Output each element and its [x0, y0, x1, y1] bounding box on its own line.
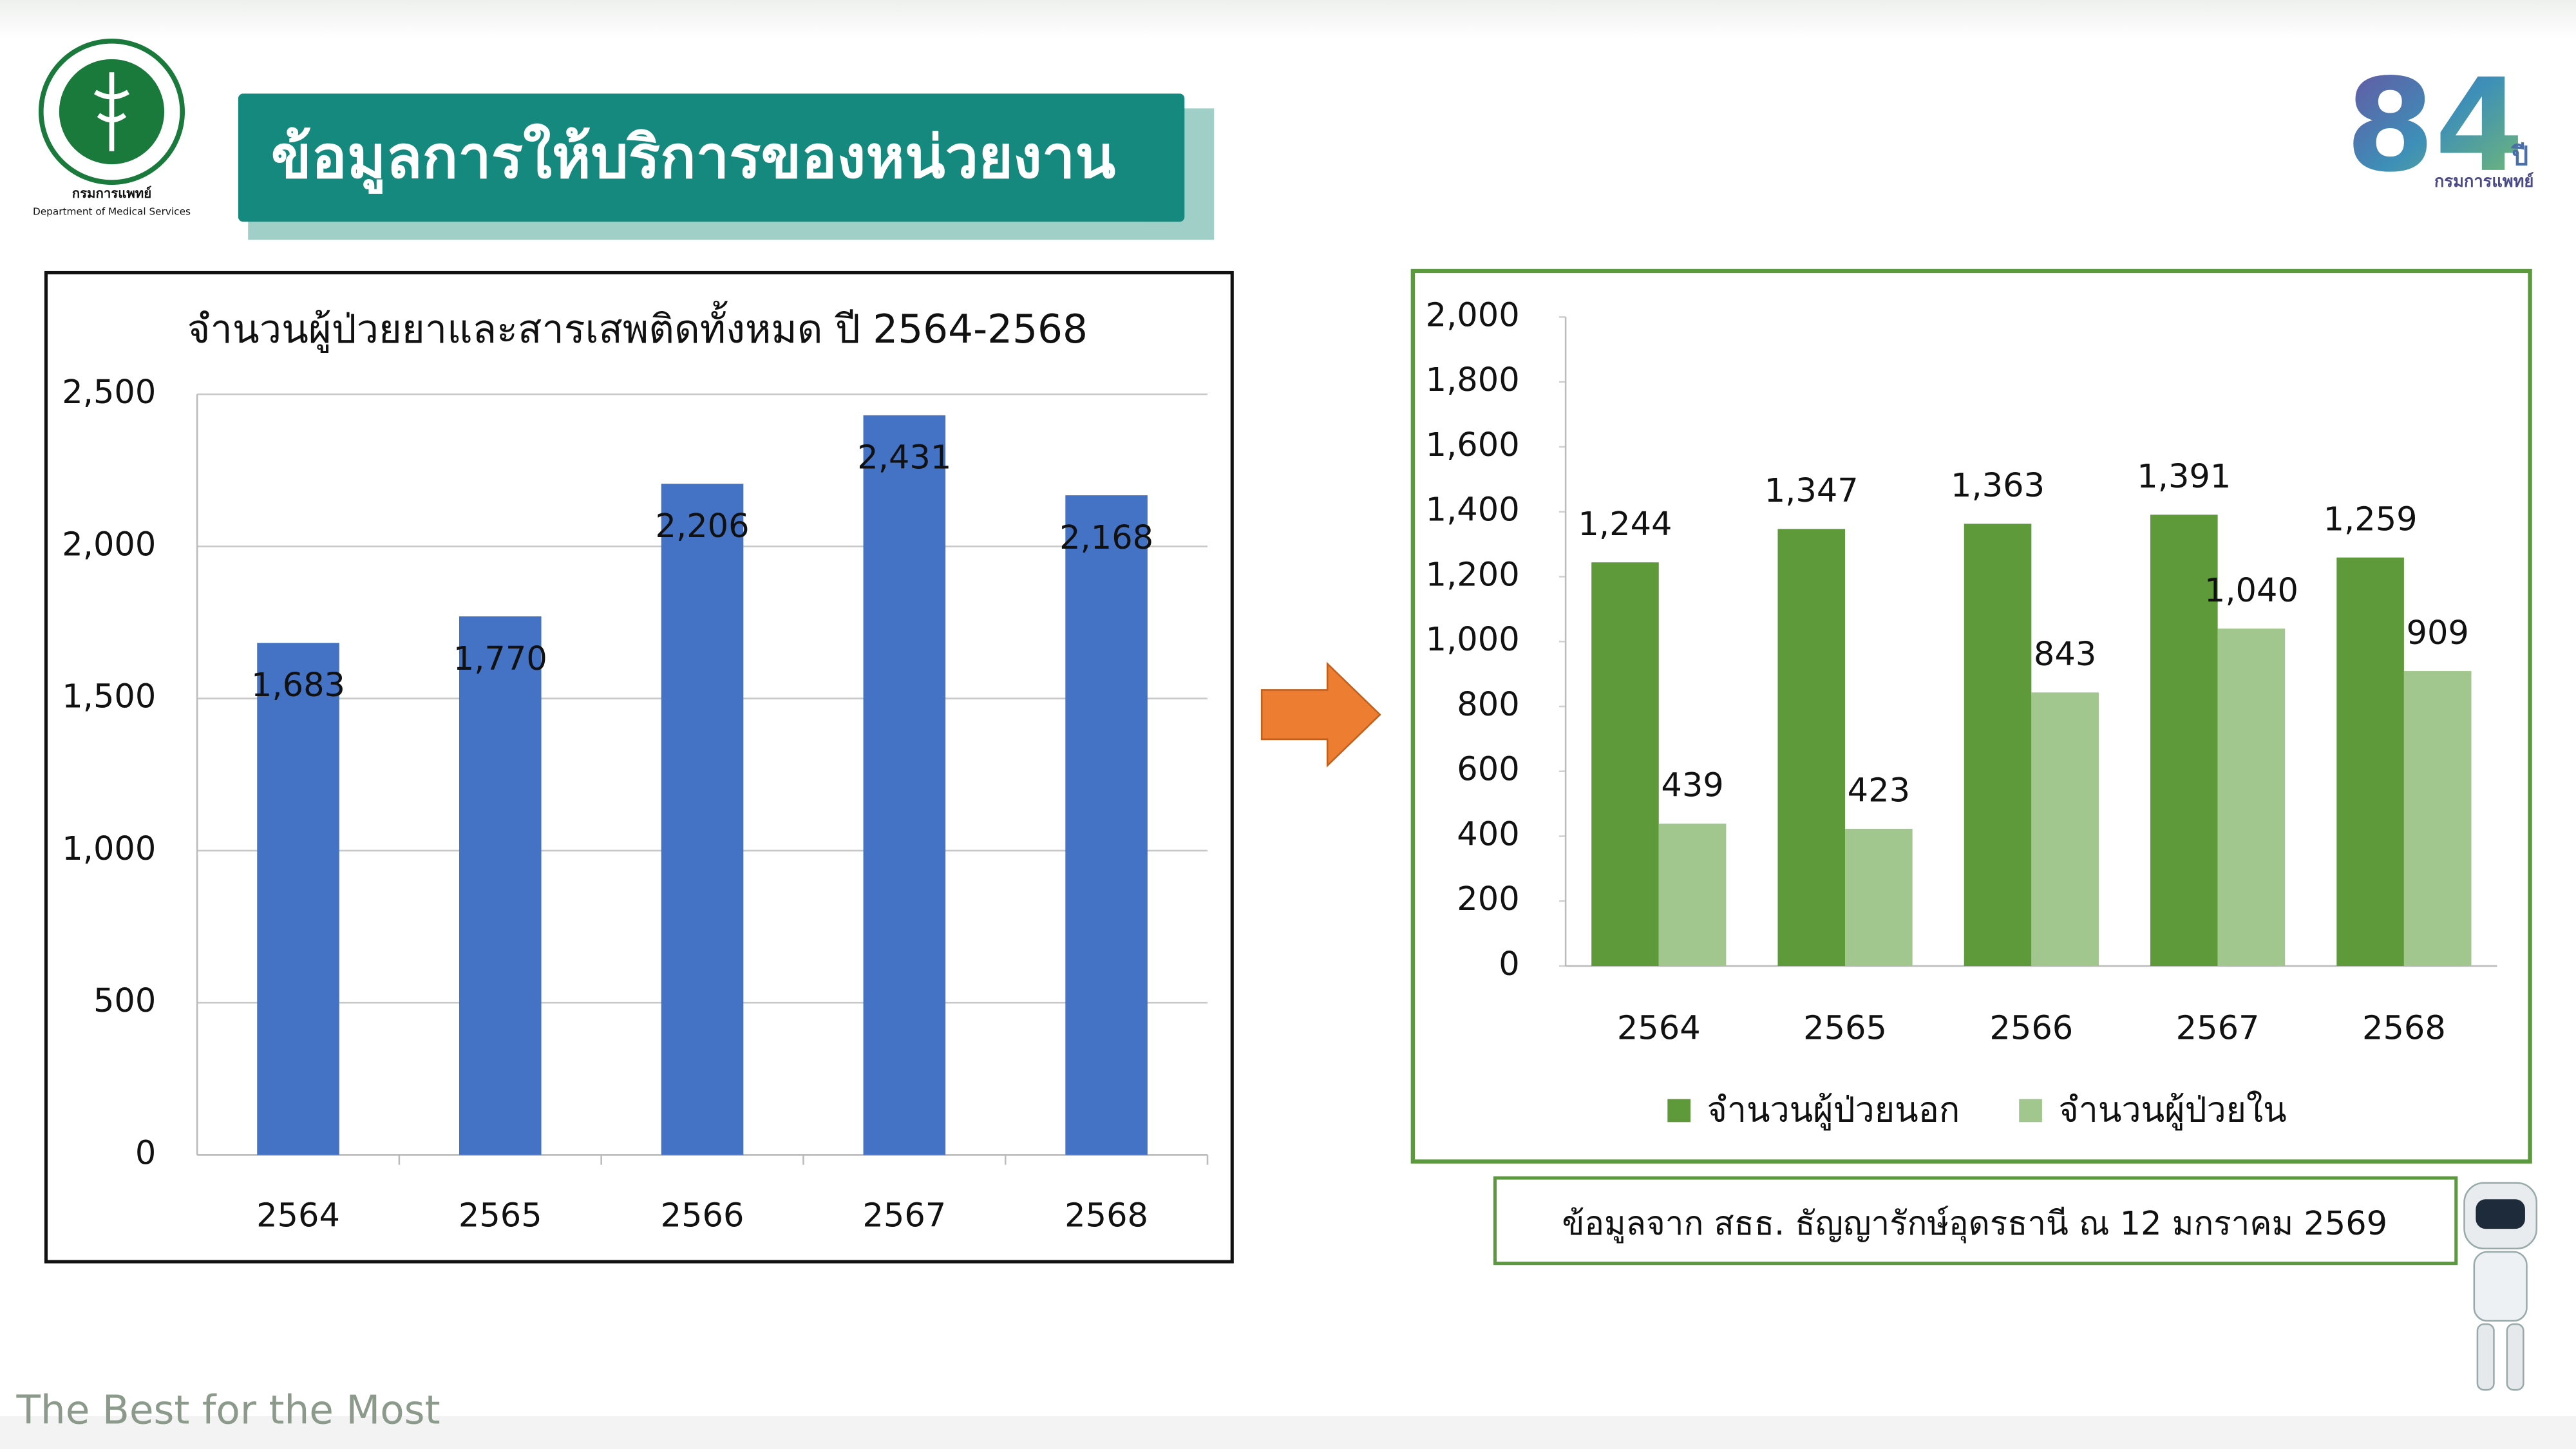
x-tick-label: 2567	[862, 1197, 946, 1235]
value-label: 1,770	[453, 640, 547, 678]
logo-symbol	[93, 72, 129, 151]
bar	[2403, 671, 2472, 966]
x-tick-label: 2566	[661, 1197, 744, 1235]
legend-swatch	[2019, 1099, 2042, 1122]
value-label: 439	[1661, 767, 1723, 805]
x-tick-label: 2565	[459, 1197, 542, 1235]
y-tick-label: 2,500	[62, 374, 156, 412]
value-label: 1,683	[251, 667, 345, 705]
chart-frame	[44, 270, 1234, 1264]
x-tick-label: 2566	[1989, 1009, 2073, 1047]
y-tick-label: 200	[1457, 880, 1519, 918]
top-band	[0, 0, 2576, 40]
y-tick-label: 400	[1457, 815, 1519, 853]
y-tick-label: 1,600	[1426, 426, 1520, 464]
value-label: 909	[2407, 614, 2469, 652]
y-tick-label: 1,000	[1426, 621, 1520, 659]
y-tick-label: 0	[1499, 945, 1519, 983]
bar	[661, 484, 744, 1155]
y-tick-label: 1,800	[1426, 361, 1520, 399]
value-label: 1,391	[2137, 458, 2231, 496]
value-label: 843	[2034, 636, 2096, 674]
bar	[1964, 524, 2032, 966]
bar	[863, 415, 946, 1155]
y-tick-label: 2,000	[62, 526, 156, 564]
value-label: 2,431	[857, 439, 951, 477]
logo-name: กรมการแพทย์	[2434, 171, 2533, 191]
y-tick-label: 2,000	[1426, 296, 1520, 334]
bar	[1845, 828, 1913, 966]
logo-84: 84	[2345, 51, 2524, 200]
value-label: 2,206	[656, 507, 750, 545]
y-tick-label: 0	[135, 1134, 156, 1172]
source-box	[1493, 1176, 2458, 1265]
y-tick-label: 1,500	[62, 678, 156, 716]
y-tick-label: 500	[93, 982, 156, 1020]
x-tick-label: 2564	[256, 1197, 340, 1235]
footer: The Best for the Most	[16, 1387, 440, 1433]
mascot	[2463, 1182, 2538, 1391]
logo-text-en: Department of Medical Services	[33, 206, 191, 218]
bar	[1777, 529, 1846, 966]
x-tick-label: 2568	[2362, 1009, 2446, 1047]
bar	[1065, 495, 1148, 1155]
bar	[2336, 557, 2404, 966]
x-tick-label: 2568	[1065, 1197, 1148, 1235]
bar	[1658, 823, 1727, 966]
bar	[2150, 515, 2218, 966]
y-tick-label: 1,200	[1426, 556, 1520, 594]
y-tick-label: 600	[1457, 751, 1519, 789]
bar	[2031, 692, 2099, 966]
value-label: 1,259	[2324, 501, 2418, 539]
x-tick-label: 2564	[1617, 1009, 1701, 1047]
logo-text: กรมการแพทย์	[72, 185, 151, 201]
value-label: 1,040	[2204, 572, 2298, 610]
logo-unit: ปี	[2510, 140, 2528, 171]
banner	[238, 93, 1185, 222]
bar	[459, 616, 542, 1155]
y-tick-label: 800	[1457, 686, 1519, 724]
value-label: 1,363	[1951, 467, 2045, 505]
chart-title: จำนวนผู้ป่วยยาและสารเสพติดทั้งหมด ปี 256…	[187, 301, 1088, 353]
value-label: 1,244	[1578, 506, 1672, 544]
legend-label: จำนวนผู้ป่วยใน	[2058, 1090, 2286, 1131]
y-tick-label: 1,000	[62, 830, 156, 868]
bar	[1591, 562, 1659, 966]
legend-swatch	[1667, 1099, 1690, 1122]
y-tick-label: 1,400	[1426, 491, 1520, 529]
source-note: ข้อมูลจาก สธธ. ธัญญารักษ์อุดรธานี ณ 12 ม…	[1562, 1205, 2388, 1244]
arrow	[1260, 661, 1381, 768]
value-label: 1,347	[1765, 472, 1859, 510]
bottom-band	[0, 1416, 2576, 1449]
page-title: ข้อมูลการให้บริการของหน่วยงาน	[271, 122, 1115, 194]
x-tick-label: 2567	[2176, 1009, 2260, 1047]
value-label: 423	[1848, 772, 1910, 810]
legend-label: จำนวนผู้ป่วยนอก	[1707, 1090, 1960, 1131]
bar	[2217, 629, 2286, 966]
bar	[257, 643, 339, 1155]
x-tick-label: 2565	[1803, 1009, 1887, 1047]
value-label: 2,168	[1059, 519, 1153, 557]
